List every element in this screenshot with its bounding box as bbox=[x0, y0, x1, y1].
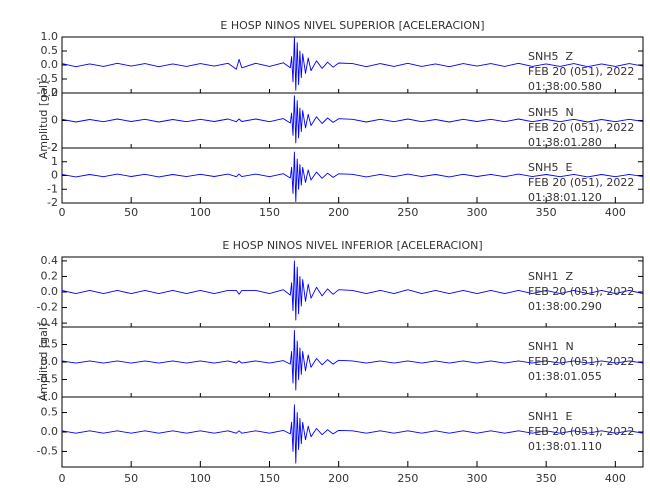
x-tick-label: 250 bbox=[397, 472, 418, 485]
station-label: SNH5 Z bbox=[528, 50, 573, 63]
x-tick-label: 350 bbox=[536, 472, 557, 485]
x-tick-label: 150 bbox=[259, 206, 280, 219]
y-tick-label: -1 bbox=[47, 182, 58, 195]
date-label: FEB 20 (051), 2022 bbox=[528, 65, 634, 78]
x-tick-label: 200 bbox=[328, 206, 349, 219]
date-label: FEB 20 (051), 2022 bbox=[528, 355, 634, 368]
date-label: FEB 20 (051), 2022 bbox=[528, 121, 634, 134]
x-tick-label: 250 bbox=[397, 206, 418, 219]
y-tick-label: -0.5 bbox=[37, 373, 58, 386]
chart-title: E HOSP NINOS NIVEL SUPERIOR [ACELERACION… bbox=[220, 19, 484, 32]
time-label: 01:38:00.290 bbox=[528, 300, 602, 313]
station-label: SNH5 E bbox=[528, 161, 572, 174]
y-tick-label: -0.4 bbox=[37, 316, 58, 329]
y-tick-label: -2 bbox=[47, 141, 58, 154]
waveform bbox=[61, 260, 644, 321]
y-tick-label: -1.0 bbox=[37, 86, 58, 99]
x-tick-label: 400 bbox=[605, 206, 626, 219]
x-tick-label: 50 bbox=[124, 472, 138, 485]
waveform bbox=[61, 36, 644, 91]
x-tick-label: 300 bbox=[467, 472, 488, 485]
date-label: FEB 20 (051), 2022 bbox=[528, 285, 634, 298]
time-label: 01:38:01.055 bbox=[528, 370, 602, 383]
x-tick-label: 300 bbox=[467, 206, 488, 219]
y-tick-label: -0.5 bbox=[37, 72, 58, 85]
date-label: FEB 20 (051), 2022 bbox=[528, 176, 634, 189]
y-tick-label: 1.0 bbox=[41, 30, 59, 43]
y-tick-label: 0 bbox=[51, 114, 58, 127]
y-tick-label: 1 bbox=[51, 155, 58, 168]
x-tick-label: 200 bbox=[328, 472, 349, 485]
station-label: SNH1 E bbox=[528, 410, 572, 423]
y-tick-label: 0.0 bbox=[41, 425, 59, 438]
y-tick-label: 0.5 bbox=[41, 406, 59, 419]
x-tick-label: 350 bbox=[536, 206, 557, 219]
chart-title: E HOSP NINOS NIVEL INFERIOR [ACELERACION… bbox=[222, 239, 482, 252]
waveform bbox=[61, 404, 644, 464]
y-tick-label: 0 bbox=[51, 169, 58, 182]
y-tick-label: -0.5 bbox=[37, 444, 58, 457]
x-tick-label: 0 bbox=[59, 206, 66, 219]
x-tick-label: 150 bbox=[259, 472, 280, 485]
date-label: FEB 20 (051), 2022 bbox=[528, 425, 634, 438]
y-tick-label: 0.2 bbox=[41, 269, 59, 282]
y-tick-label: 0.5 bbox=[41, 338, 59, 351]
station-label: SNH1 N bbox=[528, 340, 574, 353]
y-tick-label: 0.4 bbox=[41, 254, 59, 267]
x-tick-label: 50 bbox=[124, 206, 138, 219]
x-tick-label: 0 bbox=[59, 472, 66, 485]
y-tick-label: -2 bbox=[47, 196, 58, 209]
time-label: 01:38:00.580 bbox=[528, 80, 602, 93]
time-label: 01:38:01.120 bbox=[528, 191, 602, 204]
y-tick-label: 2 bbox=[51, 141, 58, 154]
y-tick-label: 0.5 bbox=[41, 44, 59, 57]
y-tick-label: 0.0 bbox=[41, 58, 59, 71]
waveform bbox=[61, 95, 644, 144]
x-tick-label: 400 bbox=[605, 472, 626, 485]
y-tick-label: 0.0 bbox=[41, 355, 59, 368]
y-tick-label: -1.0 bbox=[37, 390, 58, 403]
y-axis-label: Amplitud [gal] bbox=[37, 81, 50, 159]
y-axis-label: Amplitud [gal] bbox=[37, 323, 50, 401]
waveform bbox=[61, 151, 644, 203]
station-label: SNH5 N bbox=[528, 106, 574, 119]
time-label: 01:38:01.280 bbox=[528, 136, 602, 149]
x-tick-label: 100 bbox=[190, 206, 211, 219]
y-tick-label: -0.2 bbox=[37, 301, 58, 314]
station-label: SNH1 Z bbox=[528, 270, 573, 283]
time-label: 01:38:01.110 bbox=[528, 440, 602, 453]
x-tick-label: 100 bbox=[190, 472, 211, 485]
y-tick-label: 0.0 bbox=[41, 285, 59, 298]
waveform bbox=[61, 330, 644, 391]
y-tick-label: 2 bbox=[51, 86, 58, 99]
